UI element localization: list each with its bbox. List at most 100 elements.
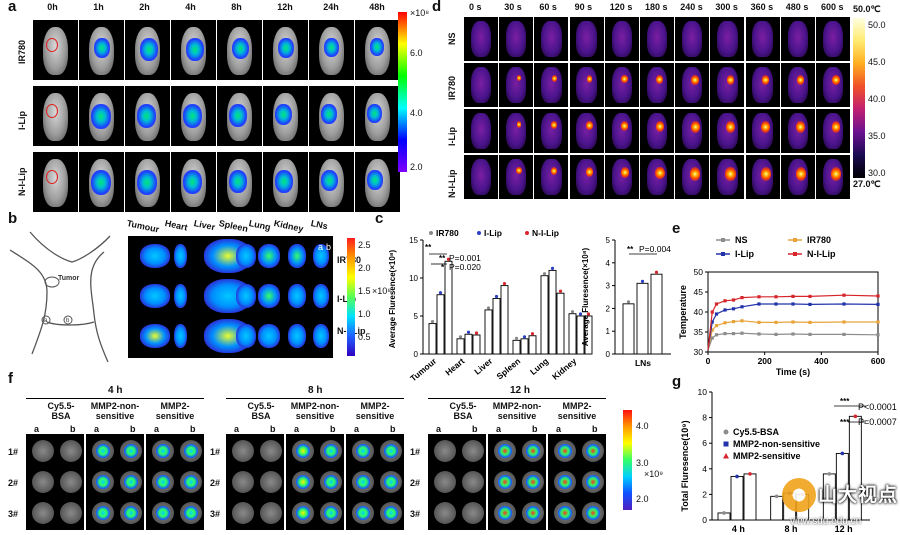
g-bar	[770, 495, 784, 521]
thermal-body	[681, 21, 703, 58]
thermal-image	[534, 17, 569, 61]
panel-b-colorbar-tick: 2.5	[358, 240, 371, 250]
e-legend-label: NS	[735, 235, 748, 245]
panel-f-site-a: a	[94, 424, 100, 434]
well-signal	[586, 506, 600, 520]
e-series-point	[774, 332, 778, 336]
panel-b-letter: b	[8, 210, 18, 227]
c-left-ytick-label: 0	[414, 350, 419, 359]
e-legend-label: I-Lip	[735, 249, 754, 259]
panel-a-time-label: 2h	[139, 2, 150, 12]
fluorescence-signal	[91, 104, 112, 130]
watermark-logo-icon	[782, 478, 816, 512]
thermal-image	[569, 17, 604, 61]
panel-f-site-a: a	[556, 424, 562, 434]
g-bar	[743, 473, 757, 521]
c-right-ytick-label: 1	[606, 327, 611, 336]
mouse-image	[355, 86, 400, 146]
e-series-point	[740, 331, 744, 335]
heat-spot	[621, 75, 628, 84]
sample-well	[260, 471, 282, 493]
panel-f-site-a: a	[234, 424, 240, 434]
sample-well	[60, 502, 82, 524]
c-sig-label: P=0.001	[449, 253, 481, 263]
e-series-point	[876, 302, 880, 306]
e-xtick-label: 200	[758, 356, 772, 366]
sample-well	[260, 502, 282, 524]
thermal-body	[576, 21, 597, 58]
g-sig-mark: ***	[840, 397, 850, 406]
heat-spot	[760, 167, 771, 181]
g-point	[774, 494, 779, 499]
mouse-image	[217, 152, 262, 212]
site-b-label: b	[66, 318, 70, 324]
organ-label: Heart	[163, 218, 189, 233]
thermal-body	[576, 67, 597, 104]
well-signal	[586, 444, 600, 458]
c-left-category-label: Kidney	[550, 356, 578, 382]
e-series-point	[876, 294, 880, 298]
e-series-point	[876, 320, 880, 324]
thermal-image	[640, 155, 674, 199]
panel-f-site-b: b	[70, 424, 76, 434]
heat-spot	[516, 75, 522, 82]
e-series-point	[757, 302, 761, 306]
panel-f-time-label: 8 h	[308, 385, 323, 396]
g-bar	[730, 476, 744, 521]
e-series-point	[731, 298, 736, 302]
thermal-image	[464, 155, 498, 199]
panel-d-colorbar-tick: 30.0	[868, 168, 886, 178]
g-ytick-label: 4	[702, 464, 707, 474]
thermal-image	[464, 109, 498, 153]
g-sig-mark: ***	[840, 418, 850, 427]
c-left-point	[530, 332, 535, 336]
fluorescence-signal	[183, 104, 203, 128]
e-series-point	[791, 302, 795, 306]
g-point	[827, 472, 832, 476]
heat-spot	[690, 121, 700, 133]
c-left-category-label: Lung	[528, 356, 550, 377]
mouse-body	[42, 27, 68, 76]
thermal-image	[464, 63, 498, 107]
panel-f-site-b: b	[330, 424, 336, 434]
thermal-image	[604, 17, 639, 61]
heat-spot	[551, 167, 558, 176]
thermal-body	[611, 21, 632, 58]
tumor-label: Tumor	[58, 275, 80, 282]
thermal-body	[717, 21, 738, 58]
thermal-body	[470, 159, 492, 196]
organ-label: LNs	[309, 218, 329, 232]
panel-f-site-b: b	[532, 424, 538, 434]
heat-spot	[516, 167, 522, 174]
well-signal	[586, 475, 600, 489]
c-right-category-label: LNs	[635, 358, 651, 368]
e-legend-label: IR780	[807, 235, 831, 245]
organ-signal	[140, 244, 170, 268]
panel-d-row-label: N-I-Lip	[447, 169, 457, 199]
panel-f-group-label-line2: sensitive	[355, 411, 395, 421]
c-left-point	[430, 320, 435, 324]
inset-a-label: a	[318, 242, 324, 252]
e-series-point	[791, 320, 795, 324]
mouse-image	[79, 86, 124, 146]
thermal-image	[710, 109, 745, 153]
well-signal	[558, 444, 572, 458]
e-xtick-label: 600	[871, 356, 885, 366]
e-xtick-label: 400	[814, 356, 828, 366]
c-right-ytick-label: 0	[606, 350, 611, 359]
panel-f-row-label: 3#	[8, 509, 19, 519]
c-left-point	[542, 272, 547, 276]
panel-a-time-label: 48h	[369, 2, 385, 12]
panel-a-colorbar-tick: 4.0	[410, 108, 423, 118]
well-signal	[324, 444, 338, 458]
well-signal	[384, 506, 398, 520]
g-legend-label: MMP2-non-sensitive	[733, 439, 820, 449]
organ-image-panel	[128, 236, 333, 358]
thermal-image	[464, 17, 498, 61]
c-right-point	[654, 270, 659, 274]
panel-b-colorbar-tick: 0.5	[358, 332, 371, 342]
panel-f-time-label: 12 h	[510, 385, 531, 396]
thermal-body	[541, 67, 562, 104]
e-ytick-label: 45	[694, 287, 704, 297]
e-series-point	[808, 320, 812, 324]
